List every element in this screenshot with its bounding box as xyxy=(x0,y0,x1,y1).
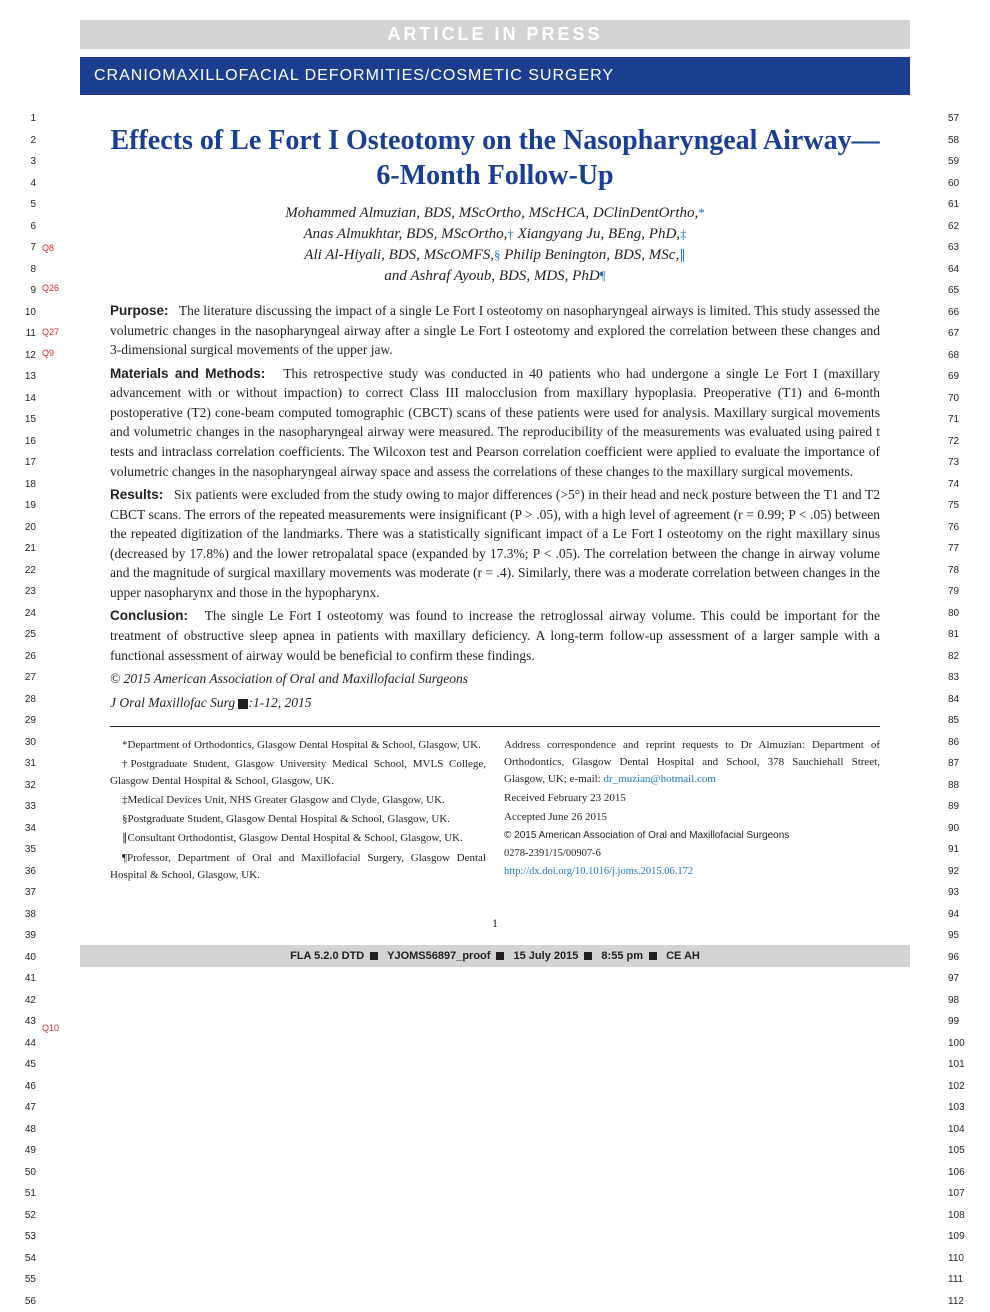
accepted-date: Accepted June 26 2015 xyxy=(504,809,880,826)
footer-date: 15 July 2015 xyxy=(514,950,579,962)
results-label: Results: xyxy=(110,487,163,502)
footer-bar: FLA 5.2.0 DTD YJOMS56897_proof 15 July 2… xyxy=(80,945,910,967)
received-date: Received February 23 2015 xyxy=(504,790,880,807)
article-in-press-banner: ARTICLE IN PRESS xyxy=(80,20,910,49)
footer-time: 8:55 pm xyxy=(601,950,643,962)
affil-marker-pilcrow: ¶ xyxy=(600,268,606,283)
affiliation-item: ‡Medical Devices Unit, NHS Greater Glasg… xyxy=(110,792,486,809)
affil-marker-dagger: † xyxy=(507,226,514,241)
author-line: Mohammed Almuzian, BDS, MScOrtho, MScHCA… xyxy=(285,205,698,221)
results-text: Six patients were excluded from the stud… xyxy=(110,487,880,600)
affiliation-item: ∥Consultant Orthodontist, Glasgow Dental… xyxy=(110,830,486,847)
affil-marker-section: § xyxy=(494,247,501,262)
author-line: Ali Al-Hiyali, BDS, MScOMFS, xyxy=(304,247,494,263)
page-number: 1 xyxy=(80,916,910,931)
affiliation-item: ¶Professor, Department of Oral and Maxil… xyxy=(110,850,486,884)
line-numbers-right: 5758596061626364656667686970717273747576… xyxy=(948,108,972,1312)
affil-marker-ddagger: ‡ xyxy=(680,226,687,241)
author-line: Anas Almukhtar, BDS, MScOrtho, xyxy=(303,226,507,242)
affil-copyright: © 2015 American Association of Oral and … xyxy=(504,828,880,844)
footer-proof: YJOMS56897_proof xyxy=(387,950,490,962)
affiliation-item: *Department of Orthodontics, Glasgow Den… xyxy=(110,737,486,754)
query-marker: Q26 xyxy=(42,283,59,293)
affiliation-item: †Postgraduate Student, Glasgow Universit… xyxy=(110,756,486,790)
square-icon xyxy=(649,952,657,960)
affiliations-block: *Department of Orthodontics, Glasgow Den… xyxy=(110,737,880,885)
issn-text: 0278-2391/15/00907-6 xyxy=(504,846,880,862)
author-line: Philip Benington, BDS, MSc, xyxy=(504,247,679,263)
affiliation-item: §Postgraduate Student, Glasgow Dental Ho… xyxy=(110,811,486,828)
affil-marker-star: * xyxy=(698,205,705,220)
affiliations-left-col: *Department of Orthodontics, Glasgow Den… xyxy=(110,737,486,885)
divider-line xyxy=(110,726,880,727)
line-numbers-left: 1234567891011121314151617181920212223242… xyxy=(18,108,36,1312)
methods-label: Materials and Methods: xyxy=(110,366,265,381)
square-icon xyxy=(370,952,378,960)
author-line: Xiangyang Ju, BEng, PhD, xyxy=(518,226,680,242)
query-marker: Q9 xyxy=(42,348,54,358)
correspondence-email[interactable]: dr_muzian@hotmail.com xyxy=(604,773,716,785)
article-content: Effects of Le Fort I Osteotomy on the Na… xyxy=(80,123,910,931)
abstract-block: Purpose: The literature discussing the i… xyxy=(110,301,880,712)
conclusion-text: The single Le Fort I osteotomy was found… xyxy=(110,608,880,662)
footer-fla: FLA 5.2.0 DTD xyxy=(290,950,364,962)
article-title: Effects of Le Fort I Osteotomy on the Na… xyxy=(110,123,880,193)
methods-text: This retrospective study was conducted i… xyxy=(110,366,880,479)
section-header: CRANIOMAXILLOFACIAL DEFORMITIES/COSMETIC… xyxy=(80,57,910,95)
authors-block: Mohammed Almuzian, BDS, MScOrtho, MScHCA… xyxy=(110,203,880,287)
query-marker: Q10 xyxy=(42,1023,59,1033)
square-icon xyxy=(584,952,592,960)
abstract-copyright: © 2015 American Association of Oral and … xyxy=(110,669,880,689)
square-icon xyxy=(496,952,504,960)
affiliations-right-col: Address correspondence and reprint reque… xyxy=(504,737,880,885)
doi-link[interactable]: http://dx.doi.org/10.1016/j.joms.2015.06… xyxy=(504,864,880,880)
affil-marker-para: ∥ xyxy=(679,247,686,262)
purpose-text: The literature discussing the impact of … xyxy=(110,303,880,357)
query-marker: Q27 xyxy=(42,327,59,337)
blackbox-icon xyxy=(238,699,248,709)
conclusion-label: Conclusion: xyxy=(110,608,188,623)
query-marker: Q8 xyxy=(42,243,54,253)
journal-reference: J Oral Maxillofac Surg :1-12, 2015 xyxy=(110,693,880,713)
footer-ce: CE AH xyxy=(666,950,700,962)
author-line: and Ashraf Ayoub, BDS, MDS, PhD xyxy=(384,268,599,284)
purpose-label: Purpose: xyxy=(110,303,169,318)
